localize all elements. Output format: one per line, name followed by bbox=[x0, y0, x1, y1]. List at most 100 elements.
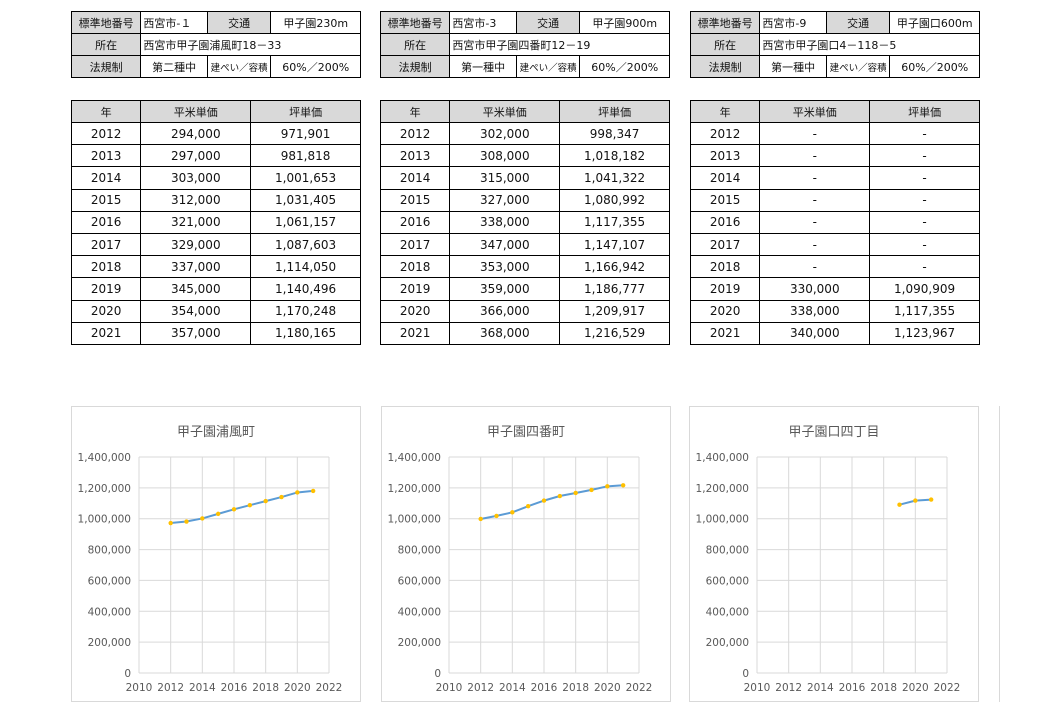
site-info-table: 標準地番号 西宮市-１ 交通 甲子園230m 所在 西宮市甲子園浦風町18－33… bbox=[70, 11, 361, 78]
info-row: 標準地番号 西宮市-9 交通 甲子園口600m bbox=[689, 11, 980, 34]
year-cell: 2012 bbox=[689, 121, 761, 146]
sqm-price-cell: 337,000 bbox=[140, 255, 252, 279]
tsubo-price-cell: 1,140,496 bbox=[250, 277, 361, 301]
tsubo-price-cell: - bbox=[869, 188, 980, 212]
year-cell: 2020 bbox=[70, 299, 142, 323]
year-cell: 2013 bbox=[70, 144, 142, 168]
location-value: 西宮市甲子園口4－118－5 bbox=[759, 33, 980, 56]
traffic-label: 交通 bbox=[206, 11, 272, 34]
y-tick-label: 1,200,000 bbox=[388, 483, 441, 495]
year-cell: 2015 bbox=[379, 188, 451, 212]
sqm-price-cell: 357,000 bbox=[140, 321, 252, 345]
table-row: 2020 366,000 1,209,917 bbox=[379, 299, 670, 323]
data-point bbox=[589, 487, 594, 493]
traffic-value: 甲子園900m bbox=[579, 11, 670, 34]
y-tick-label: 400,000 bbox=[88, 606, 131, 618]
year-cell: 2016 bbox=[689, 210, 761, 234]
x-tick-label: 2010 bbox=[744, 682, 771, 694]
table-row: 2013 297,000 981,818 bbox=[70, 144, 361, 168]
site-info-table: 標準地番号 西宮市-3 交通 甲子園900m 所在 西宮市甲子園四番町12－19… bbox=[379, 11, 670, 78]
tsubo-price-cell: 1,114,050 bbox=[250, 255, 361, 279]
data-point bbox=[247, 502, 253, 508]
sqm-price-header: 平米単価 bbox=[140, 100, 252, 123]
x-tick-label: 2012 bbox=[467, 682, 494, 694]
sqm-price-cell: 327,000 bbox=[449, 188, 561, 212]
table-row: 2019 345,000 1,140,496 bbox=[70, 277, 361, 301]
sqm-price-cell: 330,000 bbox=[759, 277, 871, 301]
tsubo-price-cell: 1,170,248 bbox=[250, 299, 361, 323]
x-tick-label: 2018 bbox=[870, 682, 897, 694]
table-row: 2014- - bbox=[689, 166, 980, 190]
year-cell: 2015 bbox=[70, 188, 142, 212]
chart-panel-2: 甲子園四番町 0 200,000 400,000 600,000 800,000 1,00… bbox=[381, 406, 671, 702]
ratio-label: 建ぺい／容積 bbox=[825, 55, 891, 78]
tsubo-price-cell: 1,087,603 bbox=[250, 232, 361, 257]
year-cell: 2014 bbox=[379, 166, 451, 190]
y-tick-label: 600,000 bbox=[706, 575, 749, 587]
zone-value: 第一種中 bbox=[449, 55, 517, 78]
ratio-value: 60%／200% bbox=[889, 55, 980, 78]
data-point bbox=[494, 513, 499, 519]
year-cell: 2020 bbox=[379, 299, 451, 323]
y-tick-label: 200,000 bbox=[706, 637, 749, 649]
sqm-price-cell: 359,000 bbox=[449, 277, 561, 301]
table-row: 2018 353,000 1,166,942 bbox=[379, 255, 670, 279]
tsubo-price-cell: - bbox=[869, 232, 980, 257]
series-line bbox=[480, 484, 624, 520]
sqm-price-cell: 340,000 bbox=[759, 321, 871, 345]
sqm-price-header: 平米単価 bbox=[449, 100, 561, 123]
table-row: 2016 338,000 1,117,355 bbox=[379, 210, 670, 234]
table-row: 2017 347,000 1,147,107 bbox=[379, 232, 670, 257]
table-row: 2021 368,000 1,216,529 bbox=[379, 321, 670, 345]
data-point bbox=[510, 510, 515, 515]
regulation-label: 法規制 bbox=[70, 55, 142, 78]
table-row: 2015 312,000 1,031,405 bbox=[70, 188, 361, 212]
site-block-1: 標準地番号 西宮市-１ 交通 甲子園230m 所在 西宮市甲子園浦風町18－33… bbox=[70, 11, 361, 345]
year-cell: 2021 bbox=[70, 321, 142, 345]
table-row: 2012 302,000 998,347 bbox=[379, 121, 670, 146]
x-tick-label: 2014 bbox=[807, 682, 834, 694]
y-tick-label: 200,000 bbox=[398, 637, 441, 649]
year-cell: 2015 bbox=[689, 188, 761, 212]
tsubo-price-cell: 1,117,355 bbox=[559, 210, 670, 234]
zone-value: 第一種中 bbox=[759, 55, 827, 78]
sqm-price-cell: 312,000 bbox=[140, 188, 252, 212]
sqm-price-cell: 338,000 bbox=[759, 299, 871, 323]
y-tick-label: 800,000 bbox=[398, 545, 441, 557]
sqm-price-cell: 297,000 bbox=[140, 144, 252, 168]
table-row: 2014 315,000 1,041,322 bbox=[379, 166, 670, 190]
tsubo-price-cell: 1,209,917 bbox=[559, 299, 670, 323]
data-point bbox=[263, 498, 268, 504]
data-point bbox=[168, 520, 173, 526]
data-point bbox=[200, 516, 205, 521]
data-point bbox=[295, 490, 300, 495]
sqm-price-cell: 329,000 bbox=[140, 232, 252, 257]
table-row: 2015 327,000 1,080,992 bbox=[379, 188, 670, 212]
x-tick-label: 2016 bbox=[531, 682, 558, 694]
tsubo-price-cell: 1,018,182 bbox=[559, 144, 670, 168]
sqm-price-cell: 353,000 bbox=[449, 255, 561, 279]
ratio-label: 建ぺい／容積 bbox=[515, 55, 581, 78]
x-tick-label: 2016 bbox=[839, 682, 866, 694]
year-cell: 2017 bbox=[689, 232, 761, 257]
sqm-price-cell: 354,000 bbox=[140, 299, 252, 323]
data-point bbox=[541, 498, 547, 503]
std-number-label: 標準地番号 bbox=[379, 11, 451, 34]
sqm-price-cell: - bbox=[759, 188, 871, 212]
y-tick-label: 1,400,000 bbox=[696, 452, 749, 464]
sqm-price-cell: 315,000 bbox=[449, 166, 561, 190]
traffic-value: 甲子園230m bbox=[270, 11, 361, 34]
data-point bbox=[573, 490, 578, 496]
x-tick-label: 2014 bbox=[499, 682, 526, 694]
x-tick-label: 2018 bbox=[252, 682, 279, 694]
year-header: 年 bbox=[689, 100, 761, 123]
tsubo-price-cell: 971,901 bbox=[250, 121, 361, 146]
sqm-price-cell: - bbox=[759, 121, 871, 146]
sqm-price-cell: 302,000 bbox=[449, 121, 561, 146]
y-tick-label: 800,000 bbox=[706, 545, 749, 557]
table-row: 2019 359,000 1,186,777 bbox=[379, 277, 670, 301]
price-table-header: 年 平米単価 坪単価 bbox=[70, 100, 361, 123]
info-row: 所在 西宮市甲子園口4－118－5 bbox=[689, 33, 980, 56]
info-row: 標準地番号 西宮市-3 交通 甲子園900m bbox=[379, 11, 670, 34]
y-tick-label: 1,400,000 bbox=[388, 452, 441, 464]
